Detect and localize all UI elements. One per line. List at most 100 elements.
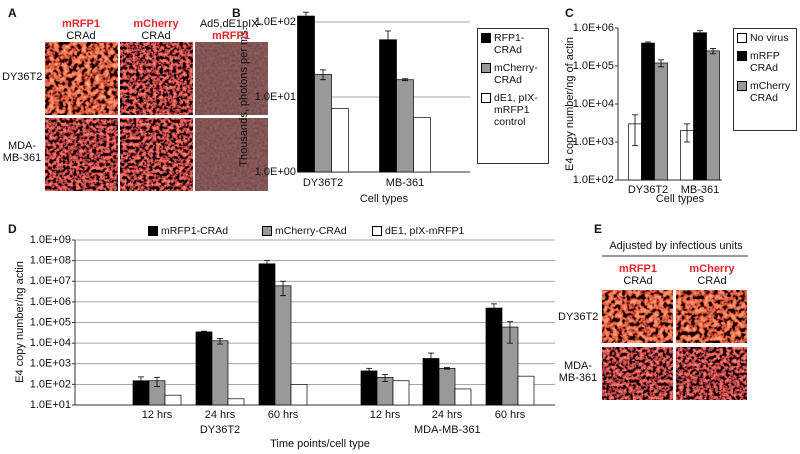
y-tick-label: 1.0E+03: [30, 358, 71, 370]
bar: [211, 340, 229, 406]
y-tick-label: 1.0E+08: [30, 255, 71, 267]
y-tick-label: 1.0E+00: [255, 166, 296, 178]
legend-item: No virus: [737, 32, 793, 44]
column-label-accent: mRFP1: [212, 30, 250, 42]
y-tick-label: 1.0E+01: [255, 91, 296, 103]
micrograph: [602, 347, 673, 400]
y-axis-title: E4 copy number/ng of actin: [564, 37, 576, 171]
legend: RFP1-CRAd mCherry-CRAd dE1, pIX-mRFP1 cont…: [477, 28, 549, 164]
micrograph: [120, 42, 193, 115]
legend-swatch: [737, 81, 747, 91]
bar: [654, 62, 668, 181]
legend-item: mCherry-CRAd: [481, 62, 545, 86]
legend-swatch: [481, 63, 491, 73]
y-tick-label: 1.0E+01: [30, 399, 71, 411]
legend-swatch: [372, 226, 382, 236]
x-axis-title: Cell types: [656, 193, 705, 205]
bar: [693, 32, 707, 181]
micrograph: [45, 42, 118, 115]
x-tick-label: 12 hrs: [142, 409, 173, 421]
legend-item: dE1, pIX-mRFP1 control: [481, 92, 545, 128]
bar: [517, 375, 535, 406]
legend-item: mRFP CRAd: [737, 50, 793, 74]
legend-label: mCherry CRAd: [750, 80, 791, 104]
micrograph: [676, 290, 747, 343]
panel-letter: C: [565, 6, 574, 20]
row-label: DY36T2: [558, 311, 599, 323]
column-label-accent: mRFP1: [62, 18, 100, 30]
legend-swatch: [262, 226, 272, 236]
bar: [641, 42, 655, 181]
x-tick-label: MB-361: [386, 177, 425, 189]
column-label: CRAd: [141, 30, 171, 42]
panel-letter: A: [8, 6, 17, 20]
legend-item: mCherry CRAd: [737, 80, 793, 104]
legend-label: mCherry-CRAd: [275, 225, 347, 237]
x-tick-label: 12 hrs: [370, 409, 401, 421]
bar: [438, 367, 456, 406]
y-tick-label: 1.0E+04: [573, 98, 614, 110]
legend-label: dE1, pIX-mRFP1 control: [494, 92, 538, 128]
y-tick-label: 1.0E+04: [30, 337, 71, 349]
bar: [290, 384, 308, 406]
row-label: MDA-MB-361: [558, 360, 598, 384]
legend: No virus mRFP CRAd mCherry CRAd: [733, 28, 797, 131]
bar: [164, 394, 182, 406]
legend-swatch: [148, 226, 158, 236]
bar: [396, 79, 414, 173]
legend-swatch: [481, 93, 491, 103]
bar: [314, 74, 332, 173]
legend-label: mRFP CRAd: [750, 50, 780, 74]
x-axis-title: Time points/cell type: [270, 438, 370, 450]
y-tick-label: 1.0E+09: [30, 234, 71, 246]
bar: [195, 331, 213, 406]
bar: [413, 117, 431, 173]
x-tick-label: 60 hrs: [495, 409, 526, 421]
chart: 1.0E+02 1.0E+03 1.0E+04 1.0E+05 1.0E+06 E4 co…: [564, 22, 722, 205]
y-tick-label: 1.0E+02: [573, 174, 614, 186]
micrograph: [120, 118, 193, 191]
x-tick-label: DY36T2: [303, 177, 343, 189]
chart: 1.0E+00 1.0E+01 1.0E+02 Thousands, photons …: [238, 11, 470, 205]
micrograph: [195, 42, 268, 115]
y-tick-label: 1.0E+05: [573, 60, 614, 72]
row-label: MDA-MB-361: [2, 140, 42, 164]
bar: [706, 50, 720, 181]
legend-label: RFP1-CRAd: [494, 32, 525, 56]
x-tick-label: MB-361: [681, 184, 720, 196]
panel-letter: D: [8, 222, 17, 236]
legend-swatch: [737, 33, 747, 43]
y-tick-label: 1.0E+07: [30, 275, 71, 287]
x-tick-label: 24 hrs: [432, 409, 463, 421]
micrograph: [602, 290, 673, 343]
y-axis-title: E4 copy number/ng actin: [14, 261, 26, 383]
bar: [258, 263, 276, 406]
column-label-accent: mCherry: [689, 263, 735, 275]
x-axis-title: Cell types: [360, 193, 409, 205]
column-label-accent: mRFP1: [619, 263, 657, 275]
legend-swatch: [481, 33, 491, 43]
panel-e-images: [602, 255, 748, 400]
x-tick-label: 24 hrs: [205, 409, 236, 421]
legend-label: mCherry-CRAd: [494, 62, 538, 86]
row-label: DY36T2: [2, 71, 43, 83]
y-tick-label: 1.0E+03: [573, 136, 614, 148]
bar: [379, 39, 397, 173]
column-label: CRAd: [623, 275, 653, 287]
column-label: CRAd: [66, 30, 96, 42]
bar: [392, 380, 410, 406]
legend-item: mRFP1-CRAd: [148, 225, 228, 237]
bar: [454, 388, 472, 406]
column-label: CRAd: [697, 275, 727, 287]
bar: [227, 398, 245, 406]
legend-item: dE1, pIX-mRFP1: [372, 225, 464, 237]
chart: 1.0E+01 1.0E+02 1.0E+03 1.0E+04 1.0E+05 1.0E+…: [14, 234, 555, 450]
group-label: MDA-MB-361: [414, 424, 481, 436]
legend-item: RFP1-CRAd: [481, 32, 545, 56]
y-tick-label: 1.0E+06: [30, 296, 71, 308]
panel-a-images: [45, 42, 268, 191]
bar: [331, 108, 349, 173]
column-label-accent: mCherry: [133, 18, 179, 30]
